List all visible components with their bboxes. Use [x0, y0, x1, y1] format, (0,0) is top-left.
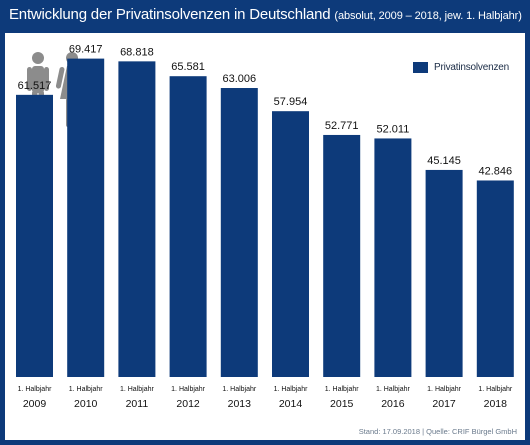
category-sublabel-2014: 1. Halbjahr [274, 386, 309, 393]
category-label-2010: 2010 [74, 398, 98, 410]
category-label-2009: 2009 [23, 398, 47, 410]
bar-2014 [272, 111, 309, 377]
category-label-2018: 2018 [484, 398, 508, 410]
category-label-2014: 2014 [279, 398, 303, 410]
category-label-2011: 2011 [126, 398, 149, 410]
value-label-2011: 68.818 [120, 46, 154, 58]
bar-2010 [67, 58, 105, 377]
bar-2012 [169, 76, 207, 377]
bar-2015 [323, 134, 361, 377]
category-sublabel-2012: 1. Halbjahr [171, 386, 206, 393]
category-label-2017: 2017 [432, 398, 456, 410]
category-sublabel-2010: 1. Halbjahr [69, 386, 104, 393]
chart-legend: Privatinsolvenzen [413, 62, 509, 73]
category-label-2012: 2012 [176, 398, 200, 410]
value-label-2014: 57.954 [274, 96, 308, 108]
chart-subtitle: (absolut, 2009 – 2018, jew. 1. Halbjahr) [334, 10, 522, 22]
value-label-2018: 42.846 [478, 165, 512, 177]
category-label-2016: 2016 [381, 398, 405, 410]
chart-title: Entwicklung der Privatinsolvenzen in Deu… [9, 5, 524, 26]
value-label-2010: 69.417 [69, 44, 103, 56]
value-label-2013: 63.006 [222, 73, 256, 85]
category-sublabel-2015: 1. Halbjahr [325, 386, 360, 393]
category-sublabel-2009: 1. Halbjahr [18, 386, 53, 393]
category-sublabel-2016: 1. Halbjahr [376, 386, 411, 393]
legend-swatch [413, 62, 428, 73]
category-sublabel-2017: 1. Halbjahr [427, 386, 462, 393]
category-sublabel-2011: 1. Halbjahr [120, 386, 155, 393]
category-sublabel-2013: 1. Halbjahr [222, 386, 257, 393]
source-note: Stand: 17.09.2018 | Quelle: CRIF Bürgel … [358, 427, 517, 436]
legend-label: Privatinsolvenzen [434, 62, 509, 73]
bar-2018 [476, 180, 514, 377]
bar-2013 [220, 88, 258, 377]
bar-2011 [118, 61, 156, 378]
chart-title-main: Entwicklung der Privatinsolvenzen in Deu… [9, 6, 331, 23]
value-label-2009: 61.517 [18, 80, 52, 92]
value-label-2016: 52.011 [376, 123, 409, 135]
bar-2017 [425, 169, 463, 377]
value-label-2012: 65.581 [171, 61, 205, 73]
bar-2009 [16, 94, 53, 377]
category-label-2013: 2013 [228, 398, 252, 410]
bar-2016 [374, 138, 412, 377]
bar-chart: 61.517 1. Halbjahr 2009 69.417 1. Halbjahr 20… [16, 44, 514, 410]
category-sublabel-2018: 1. Halbjahr [478, 386, 513, 393]
value-label-2015: 52.771 [325, 120, 359, 132]
chart-panel: Privatinsolvenzen 61.517 1. Halbjahr 2009 6… [5, 33, 525, 440]
category-label-2015: 2015 [330, 398, 354, 410]
value-label-2017: 45.145 [427, 155, 461, 167]
